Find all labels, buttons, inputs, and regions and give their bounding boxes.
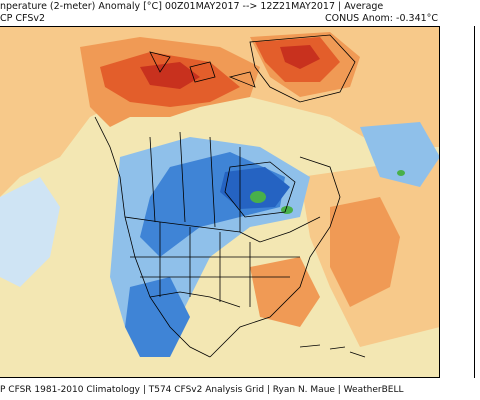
map-title: nperature (2-meter) Anomaly [°C] 00Z01MA… <box>0 1 384 12</box>
hot-core-canada <box>140 62 200 89</box>
warm-gulf <box>250 257 320 327</box>
us-mexico-border <box>149 291 241 308</box>
arctic-islands <box>149 51 256 88</box>
cold-hudson <box>220 167 290 209</box>
cool-newfoundland <box>360 122 439 187</box>
greenland-outline <box>249 34 356 103</box>
hot-core-greenland <box>280 45 320 69</box>
caribbean-islands <box>299 344 366 358</box>
green-cold-spot-1 <box>250 191 266 203</box>
cool-south <box>125 277 190 357</box>
hudson-bay-outline <box>224 161 296 218</box>
right-panel-edge <box>474 26 480 378</box>
map-canvas <box>0 27 439 377</box>
green-cold-spot-3 <box>397 170 405 176</box>
cool-pacific <box>0 177 60 287</box>
coastline-east <box>209 156 341 358</box>
anomaly-map <box>0 26 440 378</box>
warm-atlantic <box>330 197 400 307</box>
header: nperature (2-meter) Anomaly [°C] 00Z01MA… <box>0 0 480 26</box>
map-source: CP CFSv2 <box>0 13 46 24</box>
conus-anomaly: CONUS Anom: -0.341°C <box>325 13 439 24</box>
land-borders <box>94 34 366 358</box>
canada-provinces <box>149 131 241 232</box>
state-lines <box>130 222 300 307</box>
map-footer: P CFSR 1981-2010 Climatology | T574 CFSv… <box>0 385 404 395</box>
